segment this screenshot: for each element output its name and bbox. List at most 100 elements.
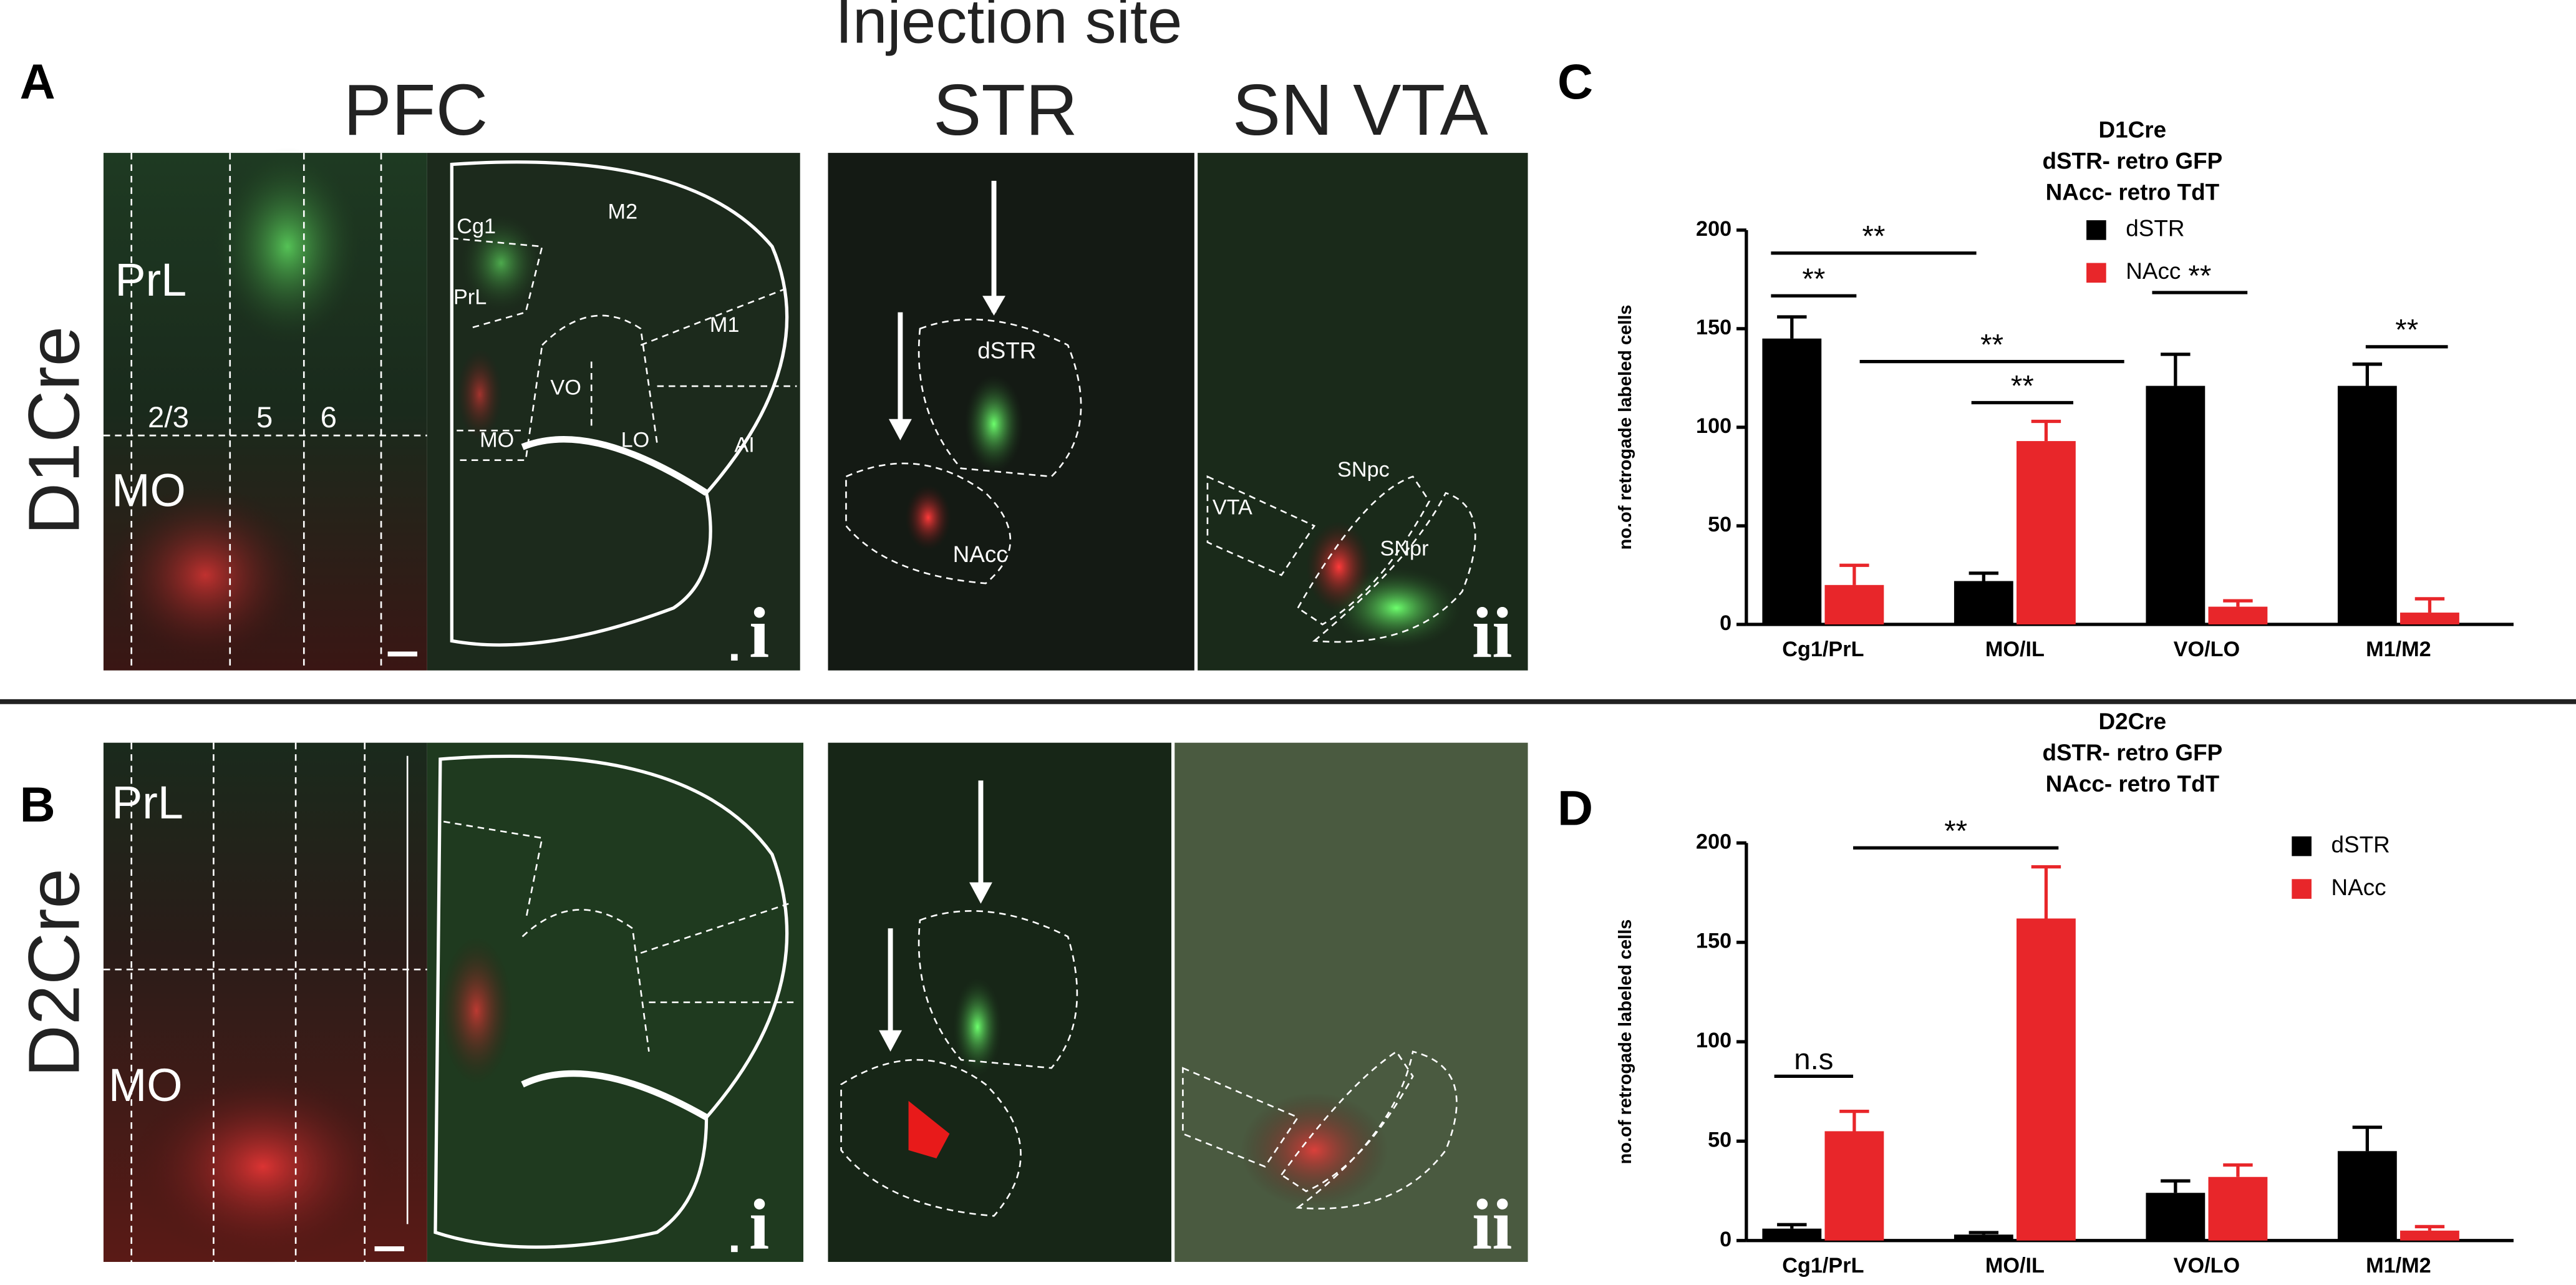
error-bar xyxy=(2031,865,2061,919)
column-title: STR xyxy=(933,69,1078,150)
image-atlas-a: Cg1 M2 PrL M1 VO MO LO AI i xyxy=(427,153,800,674)
error-bar xyxy=(2414,597,2445,613)
region-label: PrL xyxy=(453,285,487,309)
charts: D1Cre dSTR- retro GFP NAcc- retro TdT no.of… xyxy=(1615,117,2514,1278)
bar xyxy=(1954,1234,2013,1241)
error-bar xyxy=(2414,1224,2445,1231)
subpanel-label: ii xyxy=(1472,594,1512,674)
error-bar xyxy=(2352,1125,2383,1152)
y-tick-label: 0 xyxy=(1720,1228,1731,1251)
panel-label: D xyxy=(1557,780,1593,835)
panel-label: C xyxy=(1557,54,1593,109)
region-label: PrL xyxy=(112,777,183,828)
row-title: D2Cre xyxy=(13,868,94,1077)
error-bar xyxy=(2352,362,2383,386)
layer-label: 2/3 xyxy=(148,401,189,434)
image-str-b xyxy=(828,742,1171,1262)
bar xyxy=(1824,584,1884,625)
region-label: SNpr xyxy=(1380,536,1429,560)
row-title: D1Cre xyxy=(13,326,94,535)
x-tick-label: MO/IL xyxy=(1985,638,2045,661)
legend-label: NAcc xyxy=(2331,875,2386,900)
bar xyxy=(2208,1176,2268,1241)
layer-label: 6 xyxy=(321,401,337,434)
error-bar xyxy=(1968,571,1999,581)
significance-label: ** xyxy=(1980,328,2003,361)
error-bar xyxy=(2223,599,2253,607)
region-label: M2 xyxy=(608,200,638,223)
legend-swatch xyxy=(2086,220,2106,240)
error-bar xyxy=(2161,1179,2191,1193)
region-label: Cg1 xyxy=(457,215,496,238)
bar xyxy=(2400,613,2459,625)
image-pfc-a: PrL MO 2/3 5 6 xyxy=(103,148,427,671)
error-bar xyxy=(2223,1163,2253,1177)
image-sn-b: ii xyxy=(1174,742,1528,1265)
region-label: AI xyxy=(734,433,754,457)
x-tick-label: Cg1/PrL xyxy=(1782,638,1864,661)
bar xyxy=(1824,1131,1884,1241)
chart-title: D2Cre xyxy=(2099,709,2167,734)
y-axis-label: no.of retrogade labeled cells xyxy=(1615,919,1635,1165)
region-label: PrL xyxy=(115,254,186,306)
chart-title: D1Cre xyxy=(2099,117,2167,143)
significance-label: n.s xyxy=(1794,1043,1833,1076)
x-tick-label: M1/M2 xyxy=(2366,1254,2431,1278)
x-tick-label: Cg1/PrL xyxy=(1782,1254,1864,1278)
region-label: dSTR xyxy=(977,337,1036,363)
error-bar xyxy=(1839,1109,1869,1132)
y-tick-label: 50 xyxy=(1708,1128,1731,1152)
region-label: VO xyxy=(550,376,581,399)
region-label: M1 xyxy=(710,313,740,337)
bar xyxy=(2017,441,2076,625)
image-str-a: dSTR NAcc xyxy=(828,153,1194,671)
y-tick-label: 100 xyxy=(1696,1029,1731,1052)
y-tick-label: 100 xyxy=(1696,414,1731,438)
bar xyxy=(2208,606,2268,625)
significance-label: ** xyxy=(2011,369,2034,402)
y-tick-label: 50 xyxy=(1708,513,1731,536)
significance-label: ** xyxy=(2188,259,2211,293)
error-bar xyxy=(2161,352,2191,386)
y-axis-label: no.of retrogade labeled cells xyxy=(1615,305,1635,550)
bar xyxy=(1762,338,1822,625)
region-label: LO xyxy=(621,429,650,452)
chart-subtitle: NAcc- retro TdT xyxy=(2046,771,2220,797)
x-tick-label: M1/M2 xyxy=(2366,638,2431,661)
bar xyxy=(2017,918,2076,1241)
chart-subtitle: NAcc- retro TdT xyxy=(2046,180,2220,205)
error-bar xyxy=(1777,315,1807,339)
y-tick-label: 150 xyxy=(1696,929,1731,953)
legend-label: dSTR xyxy=(2331,832,2390,857)
region-label: MO xyxy=(109,1059,183,1111)
legend-label: dSTR xyxy=(2126,216,2184,241)
significance-label: ** xyxy=(1944,815,1967,848)
legend-label: NAcc xyxy=(2126,258,2181,284)
header: Injection site xyxy=(835,0,1182,57)
region-label: MO xyxy=(480,429,514,452)
significance-label: ** xyxy=(2395,314,2418,347)
y-tick-label: 0 xyxy=(1720,611,1731,635)
bar xyxy=(2400,1230,2459,1241)
panel-label: A xyxy=(20,54,56,109)
region-label: MO xyxy=(112,464,186,516)
panel-label: B xyxy=(20,777,56,832)
column-title: PFC xyxy=(344,69,488,150)
column-title: SN VTA xyxy=(1232,69,1489,150)
error-bar xyxy=(1777,1223,1807,1229)
image-atlas-b: i xyxy=(427,742,803,1265)
bar xyxy=(1762,1228,1822,1241)
significance-label: ** xyxy=(1862,220,1886,253)
image-sn-a: VTA SNpc SNpr ii xyxy=(1198,153,1528,674)
bar xyxy=(2337,1151,2397,1241)
error-bar xyxy=(1839,563,1869,585)
region-label: SNpc xyxy=(1337,458,1390,482)
subpanel-label: i xyxy=(749,1185,769,1265)
image-pfc-b: PrL MO xyxy=(103,742,427,1266)
legend-swatch xyxy=(2292,836,2312,856)
layer-label: 5 xyxy=(256,401,273,434)
error-bar xyxy=(1968,1231,1999,1235)
chart-subtitle: dSTR- retro GFP xyxy=(2042,740,2222,765)
significance-label: ** xyxy=(1802,263,1825,296)
